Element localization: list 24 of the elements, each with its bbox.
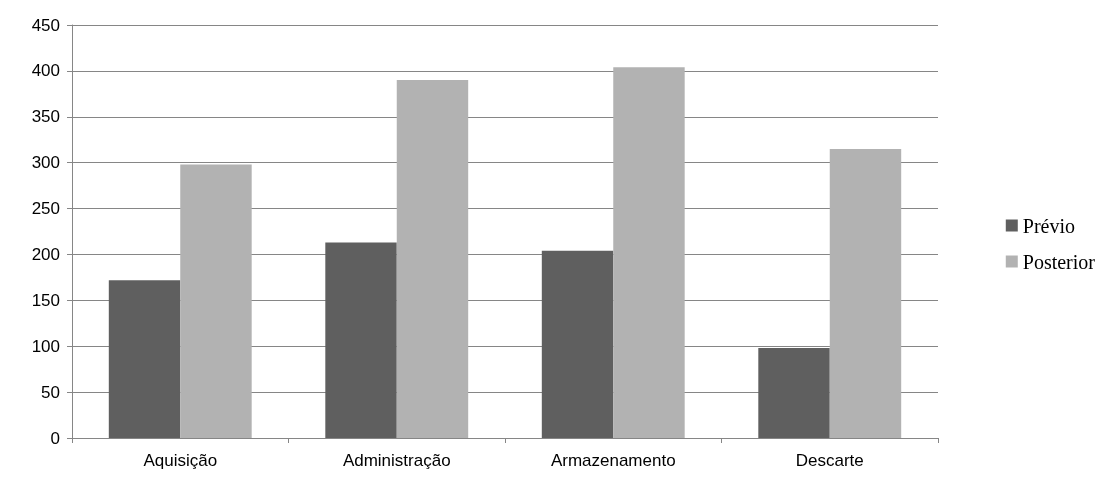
x-tick-label: Descarte bbox=[795, 451, 864, 470]
y-tick-label: 250 bbox=[31, 199, 60, 219]
x-tick-label: Administração bbox=[342, 451, 451, 470]
x-tick-label: Armazenamento bbox=[550, 451, 676, 470]
y-tick-label: 450 bbox=[31, 15, 60, 35]
y-tick-label: 0 bbox=[50, 428, 60, 448]
y-tick-label: 200 bbox=[31, 244, 60, 264]
bar bbox=[396, 80, 469, 438]
bar bbox=[180, 164, 252, 438]
y-tick-label: 400 bbox=[31, 61, 60, 81]
bar bbox=[758, 348, 830, 438]
legend-label: Prévio bbox=[1022, 214, 1075, 237]
y-tick-label: 50 bbox=[41, 382, 60, 402]
legend-label: Posterior bbox=[1022, 250, 1096, 273]
y-tick-label: 300 bbox=[31, 153, 60, 173]
bar bbox=[325, 242, 397, 438]
bar bbox=[108, 280, 181, 438]
y-tick-label: 100 bbox=[31, 336, 60, 356]
bar bbox=[829, 148, 902, 438]
x-tick-label: Aquisição bbox=[143, 451, 218, 470]
y-tick-label: 150 bbox=[31, 290, 60, 310]
y-tick-label: 350 bbox=[31, 107, 60, 127]
bar bbox=[613, 67, 685, 438]
bar bbox=[541, 250, 614, 438]
